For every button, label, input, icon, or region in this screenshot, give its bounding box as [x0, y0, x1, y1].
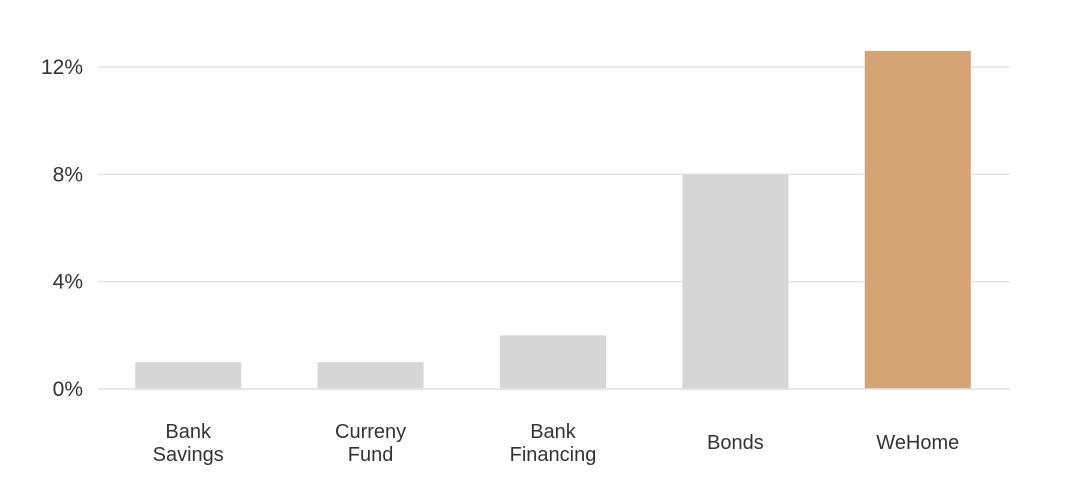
- y-axis-ticks: 0% 4% 8% 12%: [41, 56, 83, 401]
- x-category-label: Bonds: [707, 432, 764, 454]
- x-category-label: Bank Financing: [510, 421, 597, 466]
- bar: [135, 362, 242, 389]
- y-tick-label: 4%: [53, 271, 83, 294]
- x-category-label-line: Savings: [153, 444, 224, 466]
- x-category-label-line: Curreny: [335, 421, 406, 443]
- bar: [500, 335, 606, 389]
- x-category-label: Curreny Fund: [335, 421, 406, 466]
- x-category-label-line: Financing: [510, 444, 597, 466]
- x-category-label-line: Fund: [348, 444, 394, 466]
- y-tick-label: 12%: [41, 56, 83, 79]
- x-category-label: Bank Savings: [153, 421, 224, 466]
- y-tick-label: 0%: [53, 378, 83, 401]
- x-category-label-line: Bonds: [707, 432, 764, 454]
- bar: [864, 50, 971, 389]
- bar: [317, 362, 424, 389]
- y-tick-label: 8%: [53, 163, 83, 186]
- x-category-label-line: Bank: [165, 421, 212, 443]
- x-category-label-line: WeHome: [876, 432, 959, 454]
- x-category-label-line: Bank: [530, 421, 577, 443]
- bar: [682, 174, 789, 389]
- bars: [98, 50, 1010, 390]
- x-category-label: WeHome: [876, 432, 959, 454]
